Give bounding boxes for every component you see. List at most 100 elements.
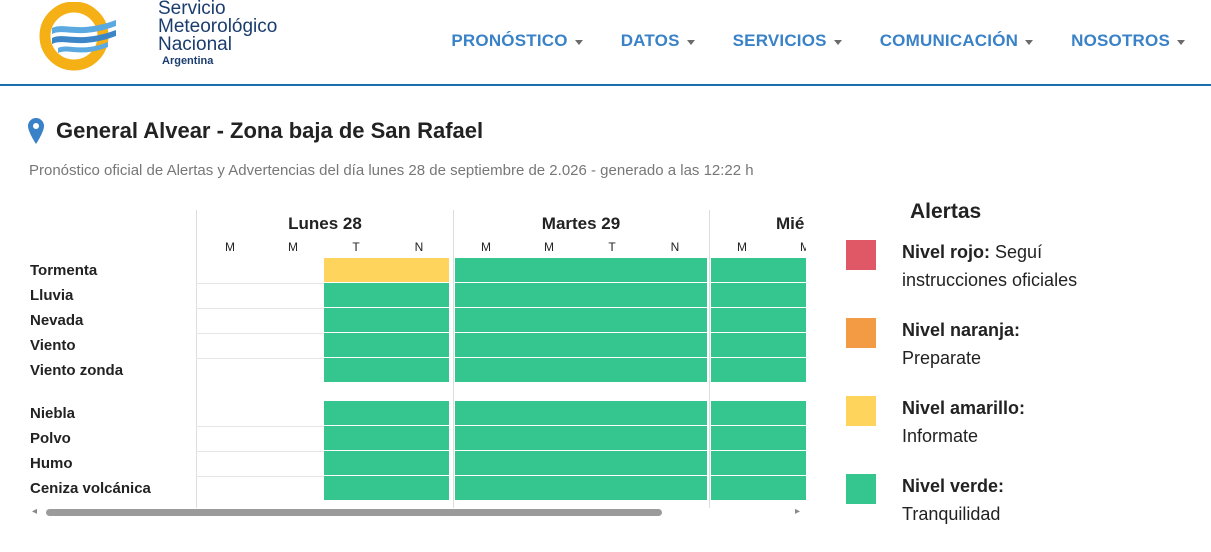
period-label: M [737,240,747,254]
row-line [196,308,324,309]
chevron-down-icon [574,39,583,45]
nav-comunicacion[interactable]: COMUNICACIÓN [879,31,1034,51]
nav-servicios[interactable]: SERVICIOS [733,31,842,51]
alert-cell-green[interactable] [455,401,707,426]
legend-item-rojo: Nivel rojo: Seguí instrucciones oficiale… [846,238,1176,316]
alert-cell-green[interactable] [711,451,806,476]
alert-cell-green[interactable] [324,358,449,383]
smn-logo[interactable]: Servicio Meteorológico Nacional Argentin… [38,0,277,82]
period-label: M [481,240,491,254]
alert-cell-green[interactable] [455,476,707,501]
row-line [196,426,324,427]
row-line [196,476,324,477]
alert-cell-green[interactable] [455,283,707,308]
row-label-humo: Humo [30,455,73,472]
alert-cell-green[interactable] [711,283,806,308]
chevron-down-icon [1025,39,1034,45]
alert-cell-green[interactable] [711,476,806,501]
legend-item-verde: Nivel verde: Tranquilidad [846,472,1176,550]
alert-cell-green[interactable] [324,476,449,501]
location-pin-icon [28,118,44,144]
nav-label: NOSOTROS [1071,31,1170,50]
grid-horizontal-scrollbar[interactable]: ◂ ▸ [30,506,802,518]
location-header: General Alvear - Zona baja de San Rafael [28,118,483,144]
alert-cell-green[interactable] [455,333,707,358]
alert-cell-green[interactable] [455,451,707,476]
alert-cell-green[interactable] [711,308,806,333]
legend-level-label: Nivel amarillo: [902,398,1026,418]
alert-cell-green[interactable] [711,401,806,426]
legend-title: Alertas [910,200,982,223]
legend-item-naranja: Nivel naranja: Preparate [846,316,1176,394]
nav-label: COMUNICACIÓN [879,31,1019,50]
site-header: Servicio Meteorológico Nacional Argentin… [0,0,1211,86]
alert-cell-green[interactable] [455,258,707,283]
legend-level-label: Nivel naranja: [902,320,1021,340]
alert-cell-green[interactable] [324,283,449,308]
period-label: M [225,240,235,254]
legend-swatch-orange [846,318,876,348]
nav-label: SERVICIOS [732,31,827,50]
nav-label: DATOS [620,31,680,50]
nav-pronostico[interactable]: PRONÓSTICO [451,31,583,51]
row-label-nevada: Nevada [30,312,84,329]
legend-level-label: Nivel verde: [902,476,1005,496]
period-label: M [288,240,298,254]
period-label: M [800,240,806,254]
logo-line-4: Argentina [162,55,214,67]
legend-description: Tranquilidad [902,504,1001,524]
alert-cell-green[interactable] [324,451,449,476]
alert-cell-green[interactable] [324,333,449,358]
nav-datos[interactable]: DATOS [621,31,695,51]
nav-nosotros[interactable]: NOSOTROS [1071,31,1185,51]
logo-line-3: Nacional [158,34,232,55]
alert-cell-green[interactable] [711,333,806,358]
alert-cell-green[interactable] [711,258,806,283]
period-label: N [414,240,424,254]
row-line [196,283,324,284]
page-title: General Alvear - Zona baja de San Rafael [56,118,484,143]
legend-item-amarillo: Nivel amarillo: Informate [846,394,1176,472]
alert-cell-yellow[interactable] [324,258,449,283]
row-label-polvo: Polvo [30,430,71,447]
logo-emblem-icon [39,1,116,71]
period-label: M [544,240,554,254]
alert-cell-green[interactable] [711,426,806,451]
logo-text: Servicio Meteorológico Nacional Argentin… [158,0,277,68]
scrollbar-thumb[interactable] [46,509,662,516]
chevron-down-icon [833,39,842,45]
period-label: N [670,240,680,254]
period-label: T [352,240,360,254]
logo-line-2: Meteorológico [158,16,278,37]
legend-swatch-green [846,474,876,504]
row-line [196,358,324,359]
scroll-right-icon[interactable]: ▸ [794,506,800,517]
legend-swatch-yellow [846,396,876,426]
scroll-left-icon[interactable]: ◂ [32,506,38,517]
grid-divider [196,210,197,508]
row-label-viento: Viento [30,337,76,354]
grid-divider [453,210,454,508]
legend-swatch-red [846,240,876,270]
main-nav: PRONÓSTICO DATOS SERVICIOS COMUNICACIÓN … [451,31,1185,51]
alerts-legend: Alertas Nivel rojo: Seguí instrucciones … [846,200,1176,550]
day-header-martes: Martes 29 [541,214,621,233]
legend-level-label: Nivel rojo: [902,242,991,262]
alert-cell-green[interactable] [455,358,707,383]
alert-cell-green[interactable] [324,308,449,333]
chevron-down-icon [686,39,695,45]
chevron-down-icon [1177,39,1185,45]
alert-cell-green[interactable] [711,358,806,383]
alerts-grid[interactable]: Lunes 28 Martes 29 Mié M M T N M M T N M… [26,210,806,520]
alert-cell-green[interactable] [455,308,707,333]
period-label: T [608,240,616,254]
alert-cell-green[interactable] [324,426,449,451]
alert-cell-green[interactable] [455,426,707,451]
row-line [196,451,324,452]
row-label-lluvia: Lluvia [30,287,74,304]
page-subtitle: Pronóstico oficial de Alertas y Adverten… [29,162,754,179]
grid-divider [709,210,710,508]
hazard-labels: Tormenta Lluvia Nevada Viento Viento zon… [30,258,151,501]
row-line [196,333,324,334]
alert-cell-green[interactable] [324,401,449,426]
